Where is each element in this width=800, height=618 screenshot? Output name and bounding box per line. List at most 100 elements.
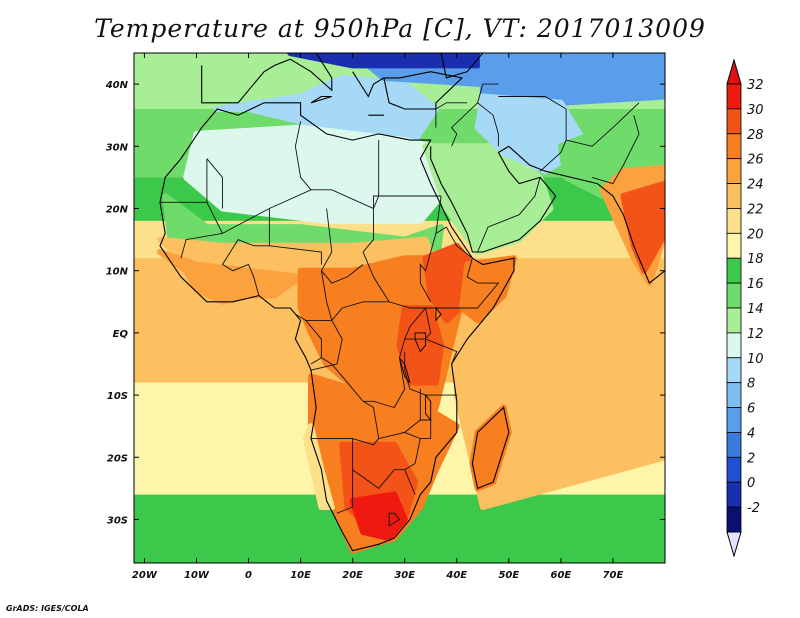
lake-outline — [399, 357, 411, 383]
country-border — [310, 320, 343, 371]
colorbar-swatch — [726, 481, 742, 508]
colorbar-label: 16 — [747, 277, 764, 292]
colorbar-label: 18 — [747, 252, 764, 267]
colorbar-label: 0 — [747, 476, 755, 491]
country-border — [206, 158, 223, 209]
y-tick-label: 30S — [107, 515, 128, 526]
colorbar-swatch — [726, 407, 742, 433]
country-border — [362, 195, 468, 309]
y-tick-label: 40N — [105, 80, 129, 91]
coastline — [159, 102, 515, 552]
coastline — [383, 71, 464, 110]
colorbar-swatch — [726, 282, 742, 309]
colorbar-label: 14 — [747, 302, 764, 317]
colorbar-swatch — [726, 357, 742, 384]
coastline — [310, 95, 332, 104]
temperature-region — [214, 74, 439, 144]
footer-credit: GrADS: IGES/COLA — [6, 604, 89, 613]
colorbar-swatch — [726, 232, 742, 259]
chart-title: Temperature at 950hPa [C], VT: 201701300… — [94, 14, 706, 43]
country-border — [498, 96, 567, 172]
x-tick-label: 30E — [394, 570, 415, 581]
temperature-region — [302, 423, 335, 510]
colorbar-label: 12 — [747, 327, 764, 342]
temperature-region — [620, 180, 665, 274]
colorbar-label: 10 — [747, 352, 764, 367]
country-borders — [160, 83, 640, 527]
country-border — [336, 438, 354, 514]
colorbar-swatch — [726, 307, 742, 334]
country-border — [269, 245, 322, 265]
map-plot-area — [134, 53, 665, 563]
coastline — [430, 145, 665, 284]
colorbar-label: 32 — [747, 78, 764, 93]
y-tick-label: EQ — [113, 329, 129, 340]
temperature-region — [479, 53, 665, 106]
colorbar-swatch — [726, 506, 742, 533]
x-axis: 20W 10W 0 10E 20E 30E 40E 50E 60E 70E — [132, 53, 624, 581]
y-tick-label: 20S — [107, 453, 128, 464]
temperature-region — [287, 53, 502, 69]
colorbar-swatch — [726, 183, 742, 209]
coastline — [471, 406, 510, 490]
country-border — [477, 83, 499, 103]
country-border — [221, 208, 270, 296]
colorbar-top-arrow — [726, 58, 742, 85]
x-tick-label: 40E — [445, 570, 467, 581]
x-tick-label: 70E — [603, 570, 624, 581]
colorbar-label: 30 — [747, 103, 764, 118]
country-border — [305, 320, 322, 365]
lake-outline — [435, 306, 442, 322]
y-axis: 40N 30N 20N 10N EQ 10S 20S 30S — [105, 80, 665, 526]
colorbar-swatch — [726, 456, 742, 483]
country-border — [565, 102, 640, 147]
coastline — [440, 53, 484, 79]
x-tick-label: 20W — [132, 570, 158, 581]
colorbar-label: 24 — [747, 178, 764, 193]
country-border — [591, 115, 640, 185]
colorbar-swatch — [726, 257, 742, 284]
x-tick-label: 20E — [342, 570, 363, 581]
colorbar-swatch — [726, 208, 742, 234]
colorbar-label: 26 — [747, 153, 764, 168]
x-tick-label: 0 — [245, 570, 252, 581]
colorbar-swatch — [726, 382, 742, 408]
colorbar-bottom-arrow — [726, 531, 742, 558]
x-tick-label: 60E — [551, 570, 572, 581]
colorbar-swatch — [726, 432, 742, 458]
colorbar-swatch — [726, 332, 742, 359]
colorbar-label: 20 — [747, 227, 764, 242]
country-border — [294, 121, 312, 191]
colorbar-swatch — [726, 133, 742, 160]
x-tick-label: 10E — [290, 570, 311, 581]
country-border — [435, 195, 500, 309]
lake-outline — [414, 332, 426, 353]
country-border — [477, 177, 541, 253]
colorbar-label: 28 — [747, 128, 764, 143]
country-border — [320, 208, 364, 284]
country-border — [419, 233, 437, 303]
temperature-region — [349, 491, 408, 542]
country-border — [435, 102, 468, 128]
coastline — [201, 53, 333, 104]
x-tick-label: 10W — [184, 570, 210, 581]
colorbar-label: 8 — [747, 377, 755, 392]
coastlines — [159, 53, 665, 552]
y-tick-label: 10S — [107, 391, 128, 402]
country-border — [404, 306, 432, 340]
x-tick-label: 50E — [498, 570, 519, 581]
colorbar-label: 22 — [747, 202, 764, 217]
country-border — [295, 313, 332, 321]
lake-outline — [425, 393, 432, 422]
country-border — [425, 338, 458, 365]
temperature-region — [453, 267, 665, 510]
y-tick-label: 30N — [106, 142, 129, 153]
country-border — [388, 512, 401, 527]
y-tick-label: 10N — [106, 267, 129, 278]
colorbar-label: 6 — [747, 402, 755, 417]
colorbar-label: -2 — [747, 501, 760, 516]
lakes — [399, 306, 442, 422]
coastline — [352, 71, 385, 98]
